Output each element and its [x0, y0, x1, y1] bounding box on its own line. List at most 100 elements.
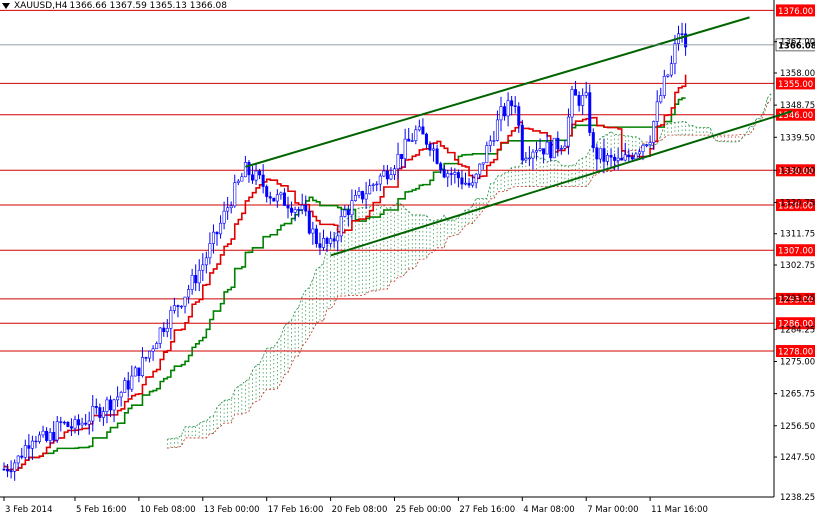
candle-body: [435, 148, 439, 164]
candle-body: [77, 419, 81, 426]
candle-body: [400, 154, 404, 160]
candle-body: [368, 185, 372, 195]
candle-body: [421, 126, 425, 135]
candle-body: [538, 148, 542, 151]
candle-body: [432, 148, 436, 151]
candle-body: [112, 399, 116, 411]
candle-body: [364, 193, 368, 200]
candle-body: [304, 204, 308, 212]
candle-body: [55, 421, 59, 441]
y-tick-label: 1247.50: [780, 453, 815, 463]
candle-body: [449, 173, 453, 175]
cloud-bearish-boundary: [167, 99, 772, 449]
candle-body: [563, 145, 567, 149]
candle-body: [531, 151, 535, 159]
candle-body: [286, 205, 290, 209]
chart-header: XAUUSD,H4 1366.66 1367.59 1365.13 1366.0…: [2, 1, 227, 11]
symbol-dropdown-icon[interactable]: [2, 3, 10, 9]
candle-body: [37, 434, 41, 442]
price-label: 1366.08: [778, 41, 815, 51]
candle-body: [478, 163, 482, 175]
candle-body: [34, 440, 38, 443]
candle-body: [460, 177, 464, 185]
candle-body: [91, 406, 95, 422]
candle-body: [566, 116, 570, 147]
candle-body: [453, 172, 457, 175]
candle-body: [520, 124, 524, 161]
candle-body: [300, 204, 304, 210]
candle-body: [474, 173, 478, 184]
candle-body: [353, 194, 357, 201]
candle-body: [226, 207, 230, 212]
candle-body: [552, 137, 556, 159]
candle-body: [485, 145, 489, 164]
x-tick-label: 11 Mar 16:00: [651, 505, 708, 515]
candle-body: [208, 243, 212, 259]
candle-body: [2, 468, 6, 471]
candle-body: [13, 462, 17, 472]
trendlines: [245, 16, 793, 257]
candle-body: [290, 207, 294, 213]
candle-body: [584, 92, 588, 96]
candle-body: [534, 150, 538, 153]
candle-body: [137, 367, 141, 376]
candle-body: [194, 275, 198, 284]
candle-body: [183, 296, 187, 307]
y-tick-label: 1320.75: [780, 198, 815, 208]
candle-body: [30, 440, 34, 449]
level-label-box: [776, 345, 815, 358]
y-tick-label: 1358.00: [780, 69, 815, 79]
level-label: 1346.00: [778, 111, 813, 121]
y-tick-label: 1293.25: [780, 294, 815, 304]
candle-body: [41, 430, 45, 436]
candle-body: [510, 100, 514, 107]
level-label-box: [776, 4, 815, 17]
candle-body: [318, 243, 322, 248]
candle-body: [233, 182, 237, 207]
level-label: 1286.00: [778, 320, 813, 330]
candle-body: [648, 142, 652, 145]
candle-body: [197, 269, 201, 284]
x-tick-label: 3 Feb 2014: [5, 505, 53, 515]
candle-body: [343, 209, 347, 217]
candle-body: [321, 237, 325, 248]
candle-body: [165, 327, 169, 333]
candle-body: [144, 357, 148, 359]
y-tick-label: 1348.75: [780, 101, 815, 111]
candle-body: [148, 350, 152, 359]
candle-body: [307, 210, 311, 234]
candle-body: [9, 470, 13, 473]
level-label: 1376.00: [778, 7, 813, 17]
level-label: 1307.00: [778, 247, 813, 257]
candle-body: [66, 421, 70, 427]
candle-body: [169, 310, 173, 329]
candle-body: [637, 151, 641, 155]
candle-body: [119, 392, 123, 398]
candle-body: [339, 216, 343, 237]
candle-body: [389, 174, 393, 180]
candle-body: [240, 176, 244, 182]
candle-body: [577, 95, 581, 106]
y-tick-label: 1265.75: [780, 390, 815, 400]
candle-body: [123, 380, 127, 393]
candle-body: [190, 275, 194, 290]
candle-body: [329, 238, 333, 244]
candle-body: [201, 264, 205, 271]
chart-symbol: XAUUSD,H4: [14, 1, 68, 11]
candle-body: [180, 305, 184, 308]
y-tick-label: 1367.00: [780, 38, 815, 48]
candle-body: [559, 147, 563, 150]
x-tick-label: 20 Feb 08:00: [332, 505, 388, 515]
candle-body: [272, 197, 276, 202]
level-label-box: [776, 164, 815, 177]
candle-body: [542, 148, 546, 155]
candle-body: [6, 469, 10, 472]
candle-body: [52, 432, 56, 441]
candle-body: [229, 205, 233, 209]
candle-body: [311, 228, 315, 234]
candle-body: [126, 380, 130, 390]
candle-body: [609, 155, 613, 158]
